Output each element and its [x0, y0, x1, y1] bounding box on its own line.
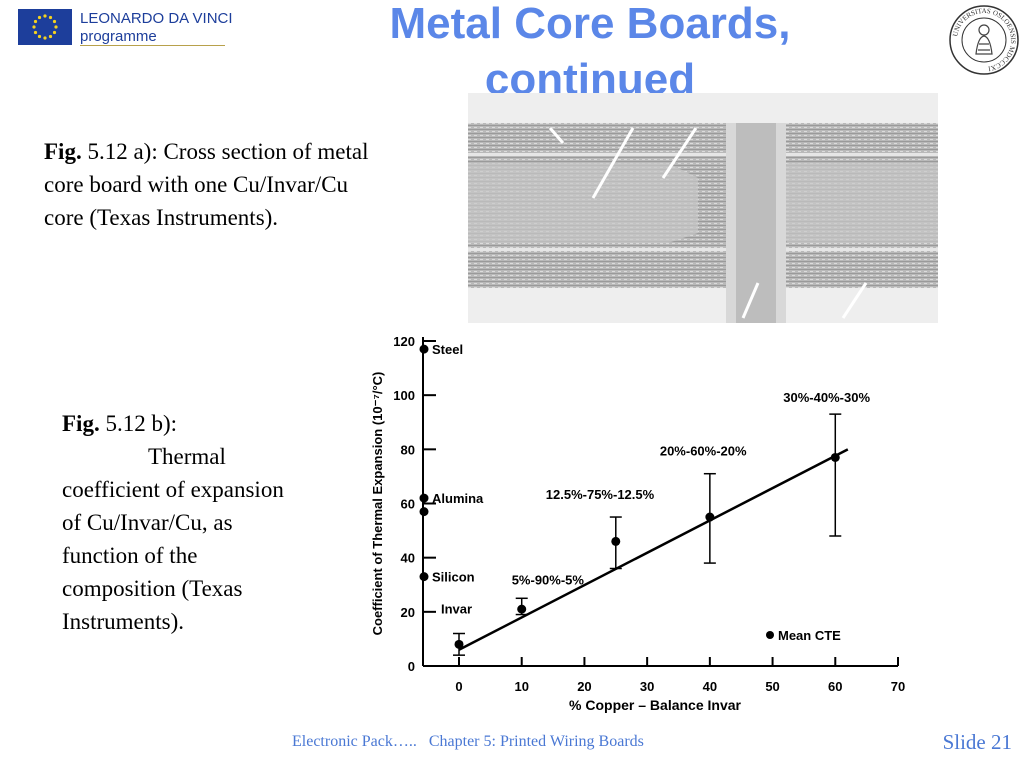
slide-title: Metal Core Boards, continued: [300, 0, 880, 108]
eu-flag-icon: [18, 9, 72, 45]
data-point-label: 20%-60%-20%: [660, 444, 747, 459]
reference-point-label: Alumina: [432, 491, 484, 506]
leonardo-da-vinci-logo: LEONARDO DA VINCI programme: [18, 7, 233, 47]
fit-line: [458, 448, 849, 651]
cross-section-photo: [468, 93, 938, 323]
data-point: [705, 512, 715, 522]
caption-a-text: 5.12 a): Cross section of metal core boa…: [44, 139, 369, 230]
x-tick-label: 20: [577, 679, 591, 694]
y-tick-label: 120: [393, 334, 415, 349]
y-tick-label: 40: [401, 551, 415, 566]
y-tick-label: 100: [393, 388, 415, 403]
x-tick-label: 0: [455, 679, 462, 694]
data-point: [611, 536, 621, 546]
x-tick-label: 60: [828, 679, 842, 694]
figure-caption-a: Fig. 5.12 a): Cross section of metal cor…: [44, 135, 389, 234]
reference-point-label: Steel: [432, 342, 463, 357]
caption-a-fig-label: Fig.: [44, 139, 82, 164]
x-tick-label: 70: [891, 679, 905, 694]
cte-chart: 0 20 40 60 80 100 120 0 10 20 30 40 50 60 70 % Copper –…: [370, 334, 905, 713]
logo-divider: [80, 45, 225, 46]
footer-text: Electronic Pack….. Chapter 5: Printed Wi…: [292, 733, 644, 750]
reference-point: [419, 493, 429, 503]
slide-number: Slide 21: [942, 730, 1012, 754]
caption-b-word: Thermal: [148, 444, 226, 469]
reference-point: [419, 344, 429, 354]
data-point: [517, 604, 527, 614]
x-tick-label: 10: [514, 679, 528, 694]
x-tick-label: 40: [703, 679, 717, 694]
logo-subtitle: programme: [80, 28, 157, 45]
data-point-label: 5%-90%-5%: [512, 572, 585, 587]
logo-title: LEONARDO DA VINCI: [80, 10, 233, 27]
x-tick-label: 30: [640, 679, 654, 694]
y-axis-label: Coefficient of Thermal Expansion (10⁻⁷/°…: [370, 372, 385, 636]
y-tick-label: 80: [401, 442, 415, 457]
legend-label: Mean CTE: [778, 628, 841, 643]
legend-marker: [766, 631, 774, 639]
seal-text: UNIVERSITAS OSLOENSIS MDCCCXI: [951, 7, 1017, 73]
data-point: [454, 639, 464, 649]
x-tick-label: 50: [765, 679, 779, 694]
y-tick-label: 60: [401, 497, 415, 512]
data-point-label: 30%-40%-30%: [783, 390, 870, 405]
reference-point: [419, 572, 429, 582]
caption-b-fig-label: Fig.: [62, 411, 100, 436]
data-point-label: 12.5%-75%-12.5%: [546, 487, 655, 502]
slide-title-line1: Metal Core Boards,: [389, 0, 791, 48]
y-tick-label: 0: [408, 659, 415, 674]
caption-b-text: coefficient of expansion of Cu/Invar/Cu,…: [62, 477, 284, 634]
reference-point-label: Silicon: [432, 570, 475, 585]
reference-point: [419, 507, 429, 517]
data-point-label: Invar: [441, 602, 472, 617]
university-seal-logo: UNIVERSITAS OSLOENSIS MDCCCXI: [948, 4, 1020, 76]
figure-caption-b: Fig. 5.12 b): Thermal coefficient of exp…: [62, 407, 302, 638]
caption-b-head: 5.12 b):: [105, 411, 178, 436]
y-tick-label: 20: [401, 605, 415, 620]
data-point: [830, 452, 840, 462]
x-axis-label: % Copper – Balance Invar: [569, 697, 742, 713]
